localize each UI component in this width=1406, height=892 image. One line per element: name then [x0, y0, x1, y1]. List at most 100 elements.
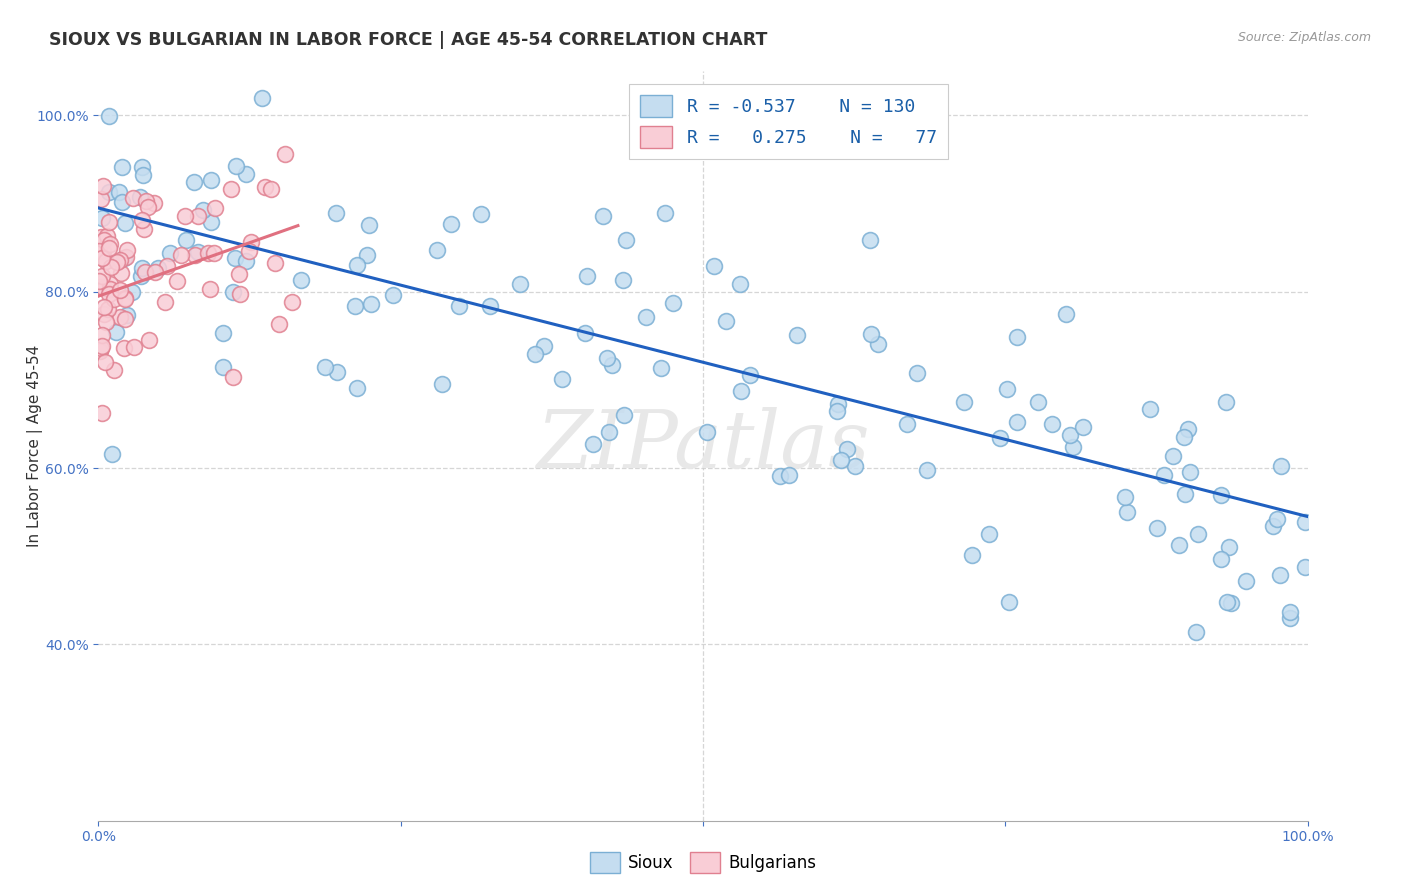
Point — [1059, 428, 1081, 442]
Point — [187, 209, 209, 223]
Point — [224, 252, 246, 266]
Point — [290, 273, 312, 287]
Point — [91, 244, 114, 258]
Point — [1220, 596, 1243, 610]
Point — [575, 269, 598, 284]
Point — [173, 209, 195, 223]
Point — [131, 261, 153, 276]
Point — [325, 206, 347, 220]
Point — [159, 246, 181, 260]
Point — [184, 248, 207, 262]
Point — [103, 292, 125, 306]
Point — [228, 287, 250, 301]
Point — [866, 337, 889, 351]
Point — [91, 339, 114, 353]
Point — [1026, 395, 1049, 409]
Point — [596, 351, 619, 366]
Point — [198, 282, 221, 296]
Point — [859, 233, 882, 247]
Point — [844, 458, 866, 473]
Point — [1146, 521, 1168, 535]
Point — [121, 285, 143, 299]
Point — [728, 277, 751, 291]
Point — [228, 267, 250, 281]
Point — [1042, 417, 1064, 431]
Point — [204, 201, 226, 215]
Point — [98, 282, 121, 296]
Point — [202, 245, 225, 260]
Point — [1139, 402, 1161, 417]
Point — [222, 370, 245, 384]
Point — [662, 296, 685, 310]
Point — [1062, 440, 1084, 454]
Point — [613, 408, 636, 422]
Legend: R = -0.537    N = 130, R =   0.275    N =   77: R = -0.537 N = 130, R = 0.275 N = 77 — [628, 84, 948, 159]
Point — [128, 190, 150, 204]
Point — [212, 326, 235, 340]
Point — [470, 207, 492, 221]
Point — [170, 248, 193, 262]
Point — [197, 246, 219, 260]
Point — [344, 299, 367, 313]
Point — [112, 342, 135, 356]
Point — [101, 447, 124, 461]
Point — [235, 167, 257, 181]
Point — [112, 252, 135, 266]
Point — [1265, 512, 1288, 526]
Point — [1174, 487, 1197, 501]
Point — [91, 178, 114, 193]
Point — [98, 236, 121, 251]
Point — [110, 267, 132, 281]
Point — [1215, 595, 1237, 609]
Point — [108, 310, 131, 324]
Point — [326, 365, 349, 379]
Point — [730, 384, 752, 398]
Point — [87, 274, 110, 288]
Point — [93, 307, 115, 321]
Point — [108, 186, 131, 200]
Point — [132, 222, 155, 236]
Point — [1209, 488, 1232, 502]
Point — [235, 253, 257, 268]
Point — [103, 363, 125, 377]
Point — [995, 382, 1018, 396]
Point — [896, 417, 918, 431]
Point — [263, 256, 285, 270]
Point — [260, 181, 283, 195]
Point — [117, 308, 139, 322]
Point — [90, 328, 112, 343]
Point — [1215, 395, 1237, 409]
Point — [176, 233, 198, 247]
Point — [90, 192, 112, 206]
Point — [1161, 450, 1184, 464]
Point — [1294, 515, 1316, 529]
Point — [1268, 568, 1291, 582]
Point — [314, 359, 336, 374]
Point — [219, 182, 242, 196]
Point — [1234, 574, 1257, 589]
Point — [94, 315, 117, 329]
Point — [1071, 419, 1094, 434]
Point — [89, 344, 111, 359]
Point — [479, 299, 502, 313]
Point — [346, 381, 368, 395]
Point — [254, 179, 277, 194]
Point — [1054, 307, 1077, 321]
Point — [786, 327, 808, 342]
Point — [93, 300, 115, 314]
Point — [166, 274, 188, 288]
Point — [381, 288, 404, 302]
Point — [1153, 467, 1175, 482]
Point — [108, 252, 131, 267]
Point — [430, 377, 453, 392]
Point — [915, 463, 938, 477]
Point — [114, 311, 136, 326]
Point — [91, 211, 114, 226]
Point — [274, 147, 297, 161]
Point — [1279, 605, 1302, 619]
Point — [998, 595, 1021, 609]
Point — [138, 333, 160, 347]
Point — [156, 259, 179, 273]
Point — [509, 277, 531, 292]
Point — [1261, 519, 1284, 533]
